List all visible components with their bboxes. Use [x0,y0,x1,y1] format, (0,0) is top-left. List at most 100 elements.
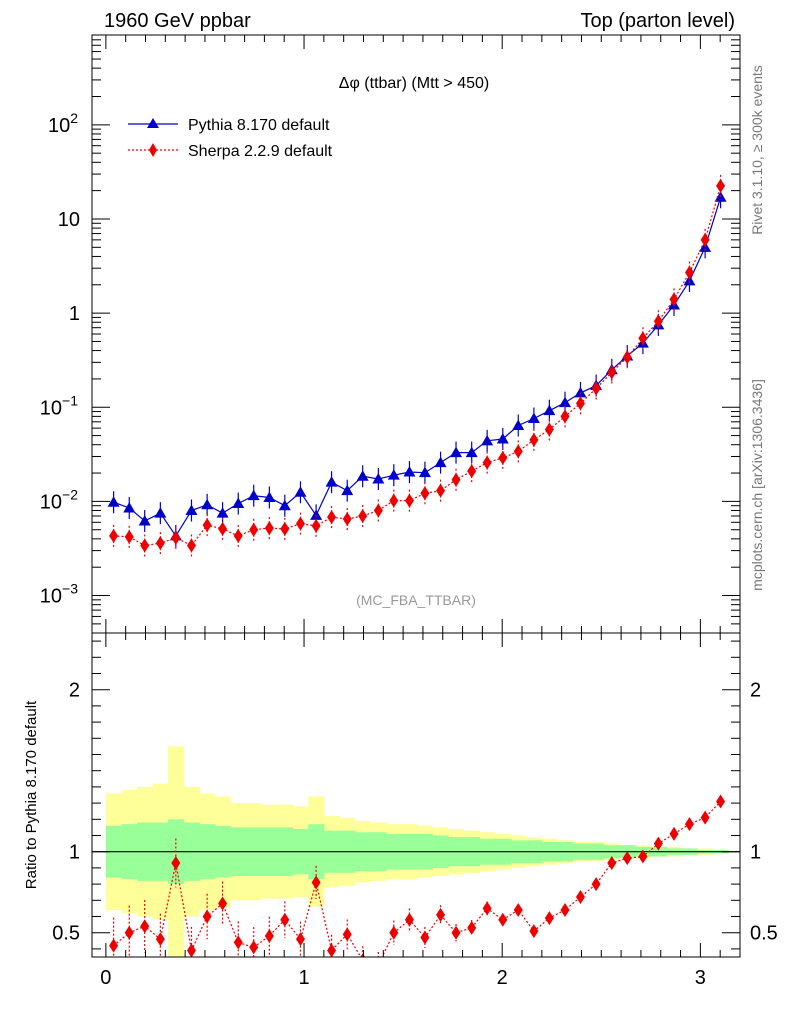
ratio-sherpa-point [218,896,228,911]
ratio-sherpa-point [124,925,134,940]
ratio-sherpa-point [451,925,461,940]
ratio-sherpa-point [249,940,259,955]
sherpa-point [451,472,461,487]
main-ytick-label: 10−3 [40,581,78,608]
ratio-sherpa-point [140,919,150,934]
ratio-sherpa-point [264,928,274,943]
ratio-plot-axes: 0.5 0.5 1 1 2 2 0 1 2 3 [52,633,778,989]
header-left: 1960 GeV ppbar [104,10,251,32]
sherpa-point [140,538,150,553]
legend: Pythia 8.170 default Sherpa 2.2.9 defaul… [128,117,333,160]
ratio-sherpa-point [389,925,399,940]
pythia-point [185,504,198,516]
pythia-point [123,502,136,513]
sherpa-point [171,530,181,545]
pythia-point [263,491,276,502]
ratio-sherpa-point [684,817,694,832]
sherpa-line [113,185,722,547]
sherpa-point [638,331,648,346]
ratio-plot: 0.5 0.5 1 1 2 2 0 1 2 3 Ratio to Pythia 8.170 def… [23,632,778,989]
ratio-sherpa-point [420,930,430,945]
pythia-point [543,404,556,416]
sherpa-point [669,292,679,307]
pythia-point [356,470,369,481]
sherpa-point [358,508,368,523]
ratio-ytick-label: 0.5 [52,923,80,945]
pythia-point [138,514,151,526]
legend-entry-pythia: Pythia 8.170 default [128,117,330,134]
ratio-sherpa-point [622,851,632,866]
ratio-xtick-label: 3 [695,967,706,989]
ratio-xtick-label: 1 [298,967,309,989]
pythia-point [154,507,167,518]
pythia-point [527,412,540,423]
sherpa-point [218,521,228,536]
sherpa-point [420,486,430,501]
sherpa-point [295,516,305,531]
main-ytick-label: 1 [69,303,80,325]
ratio-sherpa-point [327,943,337,957]
ratio-sherpa-line [113,801,722,957]
pythia-point [683,274,696,286]
sherpa-point [249,522,259,537]
main-plot: 10−3 10−2 10−1 1 10 102 Δφ (ttbar) (Mtt > 450… [40,34,741,634]
pythia-point [294,486,307,497]
main-plot-title: Δφ (ttbar) (Mtt > 450) [339,75,489,92]
legend-entry-sherpa: Sherpa 2.2.9 default [128,143,333,160]
ratio-sherpa-point [342,927,352,942]
pythia-point [403,466,416,477]
pythia-point [107,496,120,507]
main-ytick-label: 10−1 [40,392,78,419]
pythia-point [559,396,572,408]
ratio-sherpa-point [513,903,523,918]
sherpa-point [482,455,492,470]
ratio-sherpa-point [280,912,290,927]
sherpa-point [342,512,352,527]
sherpa-point [591,381,601,396]
pythia-point [434,456,447,468]
side-label-top: Rivet 3.1.10, ≥ 300k events [749,65,765,235]
pythia-point [496,433,509,444]
ratio-sherpa-point [653,836,663,851]
side-label-bottom: mcplots.cern.ch [arXiv:1306.3436] [749,379,765,591]
sherpa-point [622,350,632,365]
main-plot-marks [107,174,727,557]
pythia-point [278,499,291,511]
sherpa-point [109,528,119,543]
pythia-point [341,484,354,496]
pythia-point [232,497,245,508]
ratio-sherpa-point [529,924,539,939]
ratio-sherpa-point [669,826,679,841]
pythia-point [201,498,214,510]
ratio-sherpa-point [544,911,554,926]
sherpa-point [373,503,383,518]
ratio-sherpa-point [374,958,383,972]
sherpa-point [202,518,212,533]
ratio-sherpa-point [591,877,601,892]
ratio-sherpa-point [171,856,181,871]
sherpa-point [716,178,726,193]
ratio-sherpa-point [233,935,243,950]
ratio-sherpa-point [498,912,508,927]
pythia-point [574,386,587,398]
pythia-point [372,472,385,484]
ratio-sherpa-point [560,903,570,918]
header-right: Top (parton level) [580,10,735,32]
sherpa-point [544,422,554,437]
ratio-sherpa-point [700,810,710,825]
main-plot-axes: 10−3 10−2 10−1 1 10 102 [40,34,741,634]
ratio-ytick-label-right: 0.5 [750,923,778,945]
pythia-point [418,466,431,478]
pythia-point [450,446,463,458]
ratio-xtick-label: 2 [497,967,508,989]
sherpa-point [404,493,414,508]
ratio-sherpa-point [436,907,446,922]
pythia-point [325,476,338,487]
ratio-sherpa-point [202,909,212,924]
ratio-ytick-label: 1 [69,842,80,864]
sherpa-point [684,265,694,280]
ratio-sherpa-point [607,856,617,871]
pythia-point [481,434,494,446]
ratio-plot-ylabel: Ratio to Pythia 8.170 default [23,700,40,889]
